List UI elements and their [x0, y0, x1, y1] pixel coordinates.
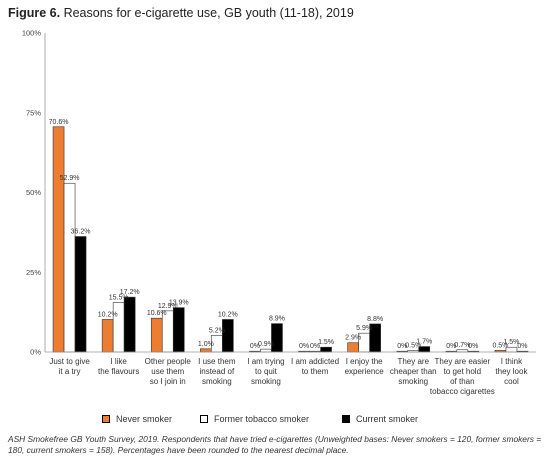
bar-former-smoker [112, 302, 125, 353]
category-label: They are easier to get hold of than tobacco… [430, 357, 495, 396]
category-label: Just to give it a try [49, 357, 90, 376]
y-tick-label: 25% [26, 268, 41, 277]
category-labels: Just to give it a try I like the flavours Ot… [49, 357, 528, 396]
category-label: I like the flavours [98, 357, 139, 376]
data-label-current-smoker: 36.2% [71, 229, 91, 236]
data-label-never-smoker: 0% [397, 343, 407, 350]
bar-never-smoker [101, 319, 114, 353]
data-labels: 70.6% 52.9% 36.2% 10.2% 15.5%17.2% 10.6%12.9%… [49, 119, 528, 350]
data-label-current-smoker: 10.2% [218, 311, 238, 318]
data-label-former-smoker: 12.9% [158, 303, 178, 310]
figure-label: Figure 6. [8, 6, 61, 20]
data-label-never-smoker: 0.5% [492, 342, 508, 349]
category-label: I enjoy the experience [345, 357, 385, 376]
bar-former-smoker [260, 348, 272, 353]
y-tick-label: 75% [26, 108, 41, 117]
y-tick-label: 0% [30, 348, 41, 357]
data-label-former-smoker: 52.9% [60, 175, 80, 182]
data-label-current-smoker: 8.8% [367, 316, 383, 323]
bar-current-smoker [74, 236, 87, 353]
bar-current-smoker [123, 296, 136, 353]
y-tick-label: 100% [22, 29, 42, 38]
bar-current-smoker [172, 307, 185, 353]
data-label-former-smoker: 15.5% [109, 295, 129, 302]
y-tick-label: 50% [26, 188, 41, 197]
data-label-current-smoker: 0% [517, 343, 527, 350]
data-label-current-smoker: 13.9% [169, 300, 189, 307]
legend-label-current-smoker: Current smoker [356, 414, 419, 424]
legend-label-never-smoker: Never smoker [116, 414, 173, 424]
data-label-current-smoker: 1.5% [318, 339, 334, 346]
bar-never-smoker [150, 317, 163, 353]
data-label-former-smoker: 0.9% [258, 341, 274, 348]
data-label-current-smoker: 17.2% [120, 289, 140, 296]
legend-item-former-smoker: Former tobacco smoker [200, 414, 309, 424]
legend-item-current-smoker: Current smoker [342, 414, 418, 424]
legend-swatch-current-smoker [342, 415, 350, 423]
x-axis [44, 33, 536, 353]
data-label-never-smoker: 10.6% [147, 310, 167, 317]
data-label-current-smoker: 1.7% [416, 339, 432, 346]
bar-current-smoker [320, 346, 332, 353]
data-label-never-smoker: 10.2% [98, 311, 118, 318]
data-label-never-smoker: 70.6% [49, 119, 69, 126]
bar-never-smoker [200, 348, 212, 353]
data-label-former-smoker: 0.5% [405, 342, 421, 349]
figure-title: Figure 6. Reasons for e-cigarette use, G… [8, 6, 354, 20]
data-label-never-smoker: 2.9% [345, 335, 361, 342]
legend: Never smoker Former tobacco smoker Curre… [0, 414, 550, 428]
data-label-never-smoker: 1.0% [198, 341, 214, 348]
category-label: I use them instead of smoking [198, 357, 236, 386]
legend-swatch-former-smoker [200, 415, 208, 423]
data-label-never-smoker: 0% [250, 343, 260, 350]
category-label: I am trying to quit smoking [247, 357, 284, 386]
legend-label-former-smoker: Former tobacco smoker [214, 414, 310, 424]
bar-current-smoker [222, 319, 234, 353]
data-label-current-smoker: 0% [468, 343, 478, 350]
category-label: Other people use them so I join in [145, 357, 192, 386]
data-label-former-smoker: 5.9% [356, 325, 372, 332]
category-label: They are cheaper than smoking [390, 357, 437, 386]
bar-former-smoker [63, 182, 76, 353]
data-label-former-smoker: 1.5% [503, 339, 519, 346]
category-label: I am addicted to them [291, 357, 339, 376]
data-label-never-smoker: 0% [446, 343, 456, 350]
data-label-former-smoker: 5.2% [209, 327, 225, 334]
data-label-current-smoker: 8.9% [269, 316, 285, 323]
legend-swatch-never-smoker [102, 415, 110, 423]
data-label-former-smoker: 0.7% [454, 342, 470, 349]
bar-chart: 0% 25% 50% 75% 100% 70.6% 52.9% 36.2% 10.2% 15.5… [22, 29, 536, 396]
y-axis-ticks: 0% 25% 50% 75% 100% [22, 29, 42, 357]
bars [52, 126, 529, 353]
figure-title-text: Reasons for e-cigarette use, GB youth (1… [63, 6, 354, 20]
bar-never-smoker [52, 126, 65, 353]
data-label-former-smoker: 0% [310, 343, 320, 350]
data-label-never-smoker: 0% [299, 343, 309, 350]
bar-never-smoker [347, 342, 359, 353]
legend-item-never-smoker: Never smoker [102, 414, 172, 424]
figure-caption: ASH Smokefree GB Youth Survey, 2019. Res… [8, 434, 542, 455]
category-label: I think they look cool [495, 357, 528, 386]
